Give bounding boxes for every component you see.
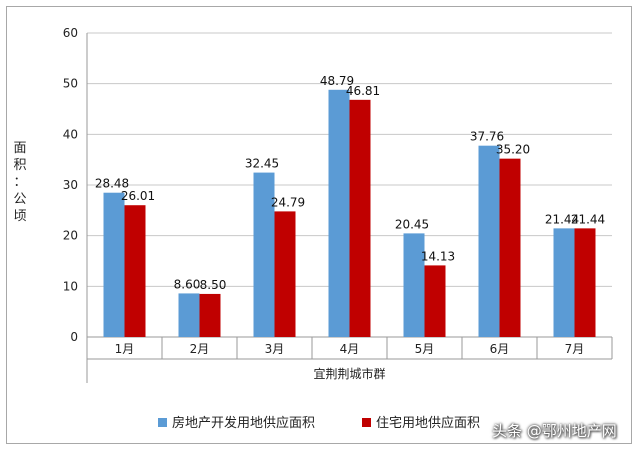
- x-tick-label: 3月: [265, 342, 285, 356]
- bar: [328, 89, 350, 337]
- legend: 房地产开发用地供应面积 住宅用地供应面积: [158, 415, 480, 431]
- legend-swatch: [362, 418, 371, 427]
- data-label: 24.79: [271, 195, 305, 209]
- data-label: 8.60: [174, 277, 201, 291]
- legend-swatch: [158, 418, 167, 427]
- bar: [478, 145, 500, 337]
- data-label: 35.20: [496, 143, 530, 157]
- y-axis-ticks: 0 10 20 30 40 50 60: [63, 26, 78, 344]
- y-axis-title-char: 面: [13, 141, 26, 156]
- y-axis-title-char: 公: [13, 192, 26, 207]
- data-label: 32.45: [245, 157, 279, 171]
- y-tick-label: 50: [63, 77, 78, 91]
- data-label: 14.13: [421, 249, 455, 263]
- bar: [103, 192, 125, 337]
- legend-label: 住宅用地供应面积: [376, 415, 480, 431]
- x-tick-label: 5月: [415, 342, 435, 356]
- bar: [424, 265, 446, 337]
- y-axis-title-char: 顷: [13, 209, 26, 224]
- x-tick-label: 2月: [190, 342, 210, 356]
- bar: [178, 293, 200, 337]
- data-label: 48.79: [320, 74, 354, 88]
- y-axis-title: 面积 ： 公顷: [13, 141, 26, 224]
- bar: [124, 205, 146, 337]
- y-tick-label: 60: [63, 26, 78, 40]
- y-tick-label: 30: [63, 178, 78, 192]
- bars: [103, 89, 596, 337]
- bar: [253, 172, 275, 337]
- y-axis-title-char: 积: [13, 158, 26, 173]
- x-axis: 1月 2月 3月 4月 5月 6月 7月: [86, 337, 613, 383]
- data-label: 46.81: [346, 84, 380, 98]
- y-tick-label: 40: [63, 127, 78, 141]
- bar: [574, 228, 596, 337]
- bar: [403, 233, 425, 337]
- y-axis-title-char: ：: [13, 175, 26, 190]
- data-label: 20.45: [395, 217, 429, 231]
- data-label: 28.48: [95, 177, 129, 191]
- x-tick-label: 1月: [115, 342, 135, 356]
- bar: [199, 293, 221, 337]
- data-label: 21.44: [571, 212, 605, 226]
- x-tick-label: 7月: [565, 342, 585, 356]
- x-tick-label: 4月: [340, 342, 360, 356]
- data-label: 21.44: [545, 212, 579, 226]
- bar: [553, 228, 575, 337]
- bar: [274, 211, 296, 337]
- x-axis-title: 宜荆荆城市群: [313, 366, 385, 381]
- data-label: 37.76: [470, 130, 504, 144]
- data-label: 26.01: [121, 189, 155, 203]
- y-tick-label: 0: [70, 330, 78, 344]
- bar: [499, 158, 521, 337]
- watermark: 头条 @鄂州地产网: [492, 422, 617, 440]
- y-tick-label: 10: [63, 279, 78, 293]
- x-tick-label: 6月: [490, 342, 510, 356]
- bar: [349, 99, 371, 337]
- legend-label: 房地产开发用地供应面积: [172, 415, 315, 431]
- y-tick-label: 20: [63, 229, 78, 243]
- data-label: 8.50: [200, 278, 227, 292]
